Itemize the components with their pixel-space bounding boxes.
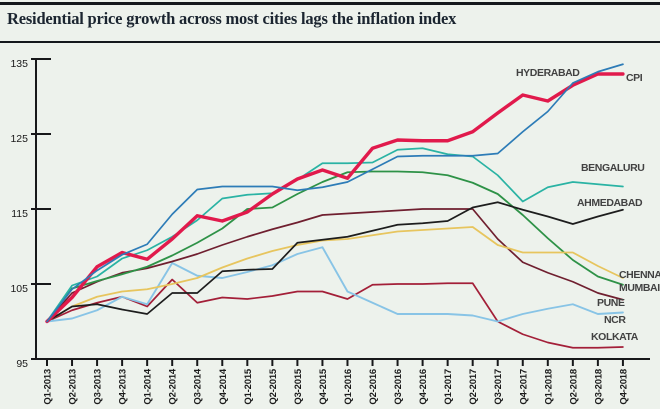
- series-line-kolkata: [46, 278, 624, 349]
- series-line-pune: [46, 208, 624, 323]
- series-line-cpi: [45, 72, 625, 324]
- x-tick-label: Q3-2016: [393, 369, 404, 405]
- series-line-chennai: [46, 226, 624, 323]
- y-tick-label: 115: [11, 208, 28, 220]
- x-tick-label: Q1-2016: [343, 369, 354, 405]
- x-tick-label: Q4-2015: [318, 368, 329, 404]
- x-tick-label: Q1-2017: [443, 369, 454, 405]
- y-tick-label: 125: [10, 133, 28, 145]
- x-tick-label: Q4-2017: [518, 369, 529, 405]
- x-tick-label: Q1-2015: [243, 368, 254, 404]
- series-line-ncr: [46, 246, 624, 323]
- x-tick-label: Q3-2018: [593, 369, 604, 405]
- x-tick-label: Q2-2018: [568, 369, 579, 405]
- x-tick-label: Q2-2014: [168, 368, 179, 404]
- y-tick-label: 95: [16, 358, 28, 370]
- series-label-hyderabad: HYDERABAD: [516, 67, 580, 79]
- x-tick-label: Q4-2014: [218, 368, 229, 404]
- x-tick-label: Q1-2018: [543, 369, 554, 405]
- title-rule: [0, 41, 660, 43]
- series-label-kolkata: KOLKATA: [591, 331, 638, 343]
- x-tick-label: Q3-2017: [493, 369, 504, 405]
- x-tick-label: Q4-2016: [418, 369, 429, 405]
- x-tick-label: Q3-2014: [193, 368, 204, 404]
- x-tick-label: Q3-2013: [93, 369, 104, 405]
- series-line-mumbai: [46, 170, 624, 323]
- x-tick-label: Q2-2017: [468, 369, 479, 405]
- x-tick-label: Q1-2013: [43, 369, 54, 405]
- y-tick-label: 105: [10, 283, 28, 295]
- page-title: Residential price growth across most cit…: [7, 9, 457, 28]
- series-label-cpi: CPI: [626, 72, 643, 84]
- series-label-mumbai: MUMBAI: [619, 282, 660, 294]
- x-tick-label: Q2-2016: [368, 369, 379, 405]
- series-label-ahmedabad: AHMEDABAD: [577, 197, 643, 209]
- top-rule: [0, 2, 660, 5]
- x-tick-label: Q2-2013: [68, 369, 79, 405]
- x-tick-label: Q1-2014: [143, 368, 154, 404]
- series-label-ncr: NCR: [604, 314, 626, 326]
- x-tick-label: Q4-2018: [618, 369, 629, 405]
- series-line-bengaluru: [46, 147, 624, 323]
- x-tick-label: Q4-2013: [118, 369, 129, 405]
- x-tick-label: Q3-2015: [293, 368, 304, 404]
- series-line-ahmedabad: [46, 201, 624, 323]
- series-label-pune: PUNE: [597, 297, 625, 309]
- series-line-hyderabad: [46, 63, 624, 323]
- series-label-chennai: CHENNAI: [619, 269, 660, 281]
- series-label-bengaluru: BENGALURU: [581, 162, 645, 174]
- y-tick-label: 135: [10, 58, 28, 70]
- x-tick-label: Q2-2015: [268, 368, 279, 404]
